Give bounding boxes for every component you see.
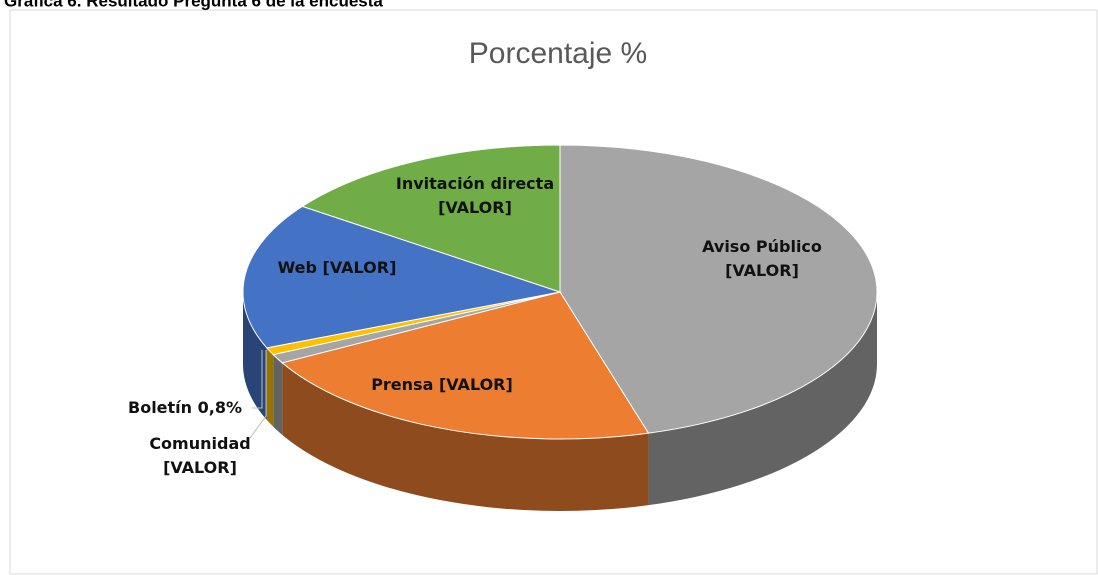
category-label: Aviso Público	[702, 237, 822, 256]
data-label: Boletín 0,8%	[128, 398, 242, 417]
category-label: Comunidad	[149, 434, 250, 453]
leader-line	[252, 350, 263, 409]
category-label: Prensa	[371, 375, 433, 394]
data-label: Web [VALOR]	[278, 258, 397, 277]
slice	[242, 205, 562, 349]
leader-line	[249, 350, 267, 439]
value-label: [VALOR]	[725, 261, 799, 280]
chart-title: Porcentaje %	[469, 37, 647, 70]
data-label: Prensa [VALOR]	[371, 375, 513, 394]
data-label: Comunidad [VALOR]	[149, 434, 250, 477]
slice-side	[273, 354, 283, 435]
slice	[301, 144, 561, 293]
value-label: [VALOR]	[433, 375, 512, 394]
data-label: Invitación directa [VALOR]	[396, 174, 554, 217]
category-label: Web	[278, 258, 317, 277]
value-label: [VALOR]	[438, 198, 512, 217]
data-label: Aviso Público [VALOR]	[702, 237, 822, 280]
value-label: [VALOR]	[317, 258, 396, 277]
page-heading: Gráfica 6. Resultado Pregunta 6 de la en…	[4, 0, 383, 10]
value-label: [VALOR]	[163, 458, 237, 477]
slice-side	[282, 362, 649, 512]
labels: Aviso Público [VALOR]Prensa [VALOR]Comuni…	[128, 174, 822, 477]
slice	[559, 144, 878, 434]
slice-side	[266, 347, 274, 427]
value-label: 0,8%	[192, 398, 242, 417]
pie	[242, 144, 878, 512]
slice-side	[243, 292, 267, 420]
slice	[281, 291, 650, 440]
category-label: Boletín	[128, 398, 192, 417]
category-label: Invitación directa	[396, 174, 554, 193]
slice-side	[648, 292, 877, 506]
